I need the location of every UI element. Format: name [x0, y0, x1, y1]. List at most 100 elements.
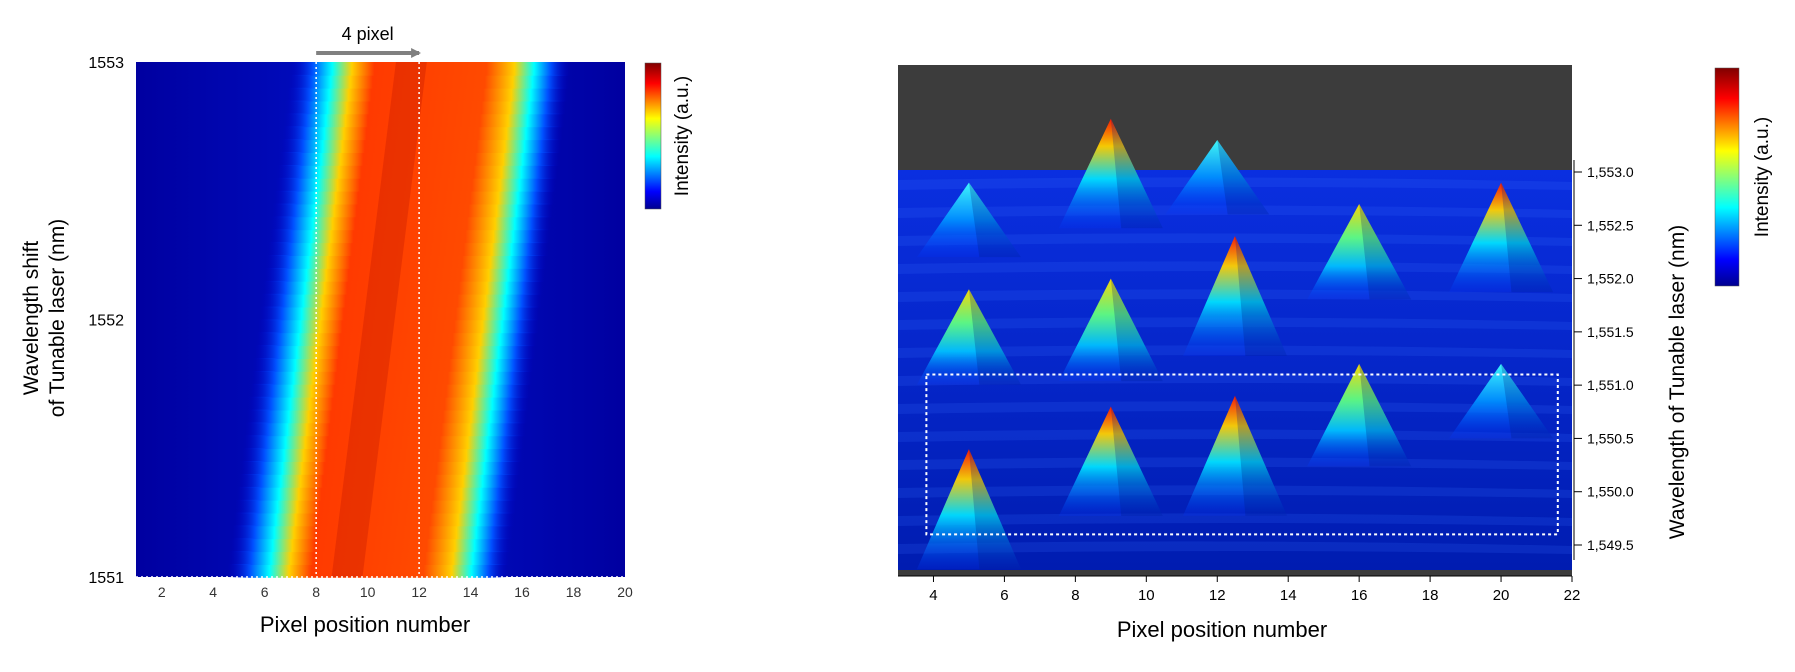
heatmap-band-slice [267, 242, 548, 256]
heatmap-colorbar-scale [644, 62, 662, 210]
heatmap-band-slice [288, 74, 569, 89]
heatmap-band-slice [235, 499, 516, 514]
heatmap-band-slice [259, 306, 540, 321]
pixel-span-annotation: 4 pixel [316, 24, 422, 58]
surface-y-axis-label: Wavelength of Tunable laser (nm) [1666, 225, 1689, 539]
surface-floor-edge [898, 570, 1572, 576]
surface-x-tick-label: 14 [1280, 587, 1297, 604]
surface-peak [1449, 363, 1554, 439]
surface-peak-face [1058, 118, 1163, 229]
surface-x-tick-label: 12 [1209, 587, 1226, 604]
heatmap-band-slice [246, 409, 528, 424]
heatmap-band-slice [250, 383, 531, 398]
heatmap-band-slice [237, 486, 518, 501]
surface-peak-face [1307, 203, 1412, 300]
surface-peak-shade [1501, 363, 1554, 439]
heatmap-x-axis-label: Pixel position number [260, 612, 470, 637]
heatmap-x-tick-label: 2 [158, 584, 166, 600]
heatmap-band-slice [242, 448, 523, 462]
heatmap-band-slice [287, 87, 568, 102]
heatmap-y-tick-label: 1553 [88, 55, 124, 72]
heatmap-x-tick-label: 14 [463, 584, 479, 600]
surface-peak [916, 449, 1021, 570]
surface-colorbar-label: Intensity (a.u.) [1752, 117, 1773, 237]
heatmap-x-ticks: 2 4 6 8 10 12 14 16 18 20 [158, 584, 633, 600]
surface-peak [1058, 406, 1163, 516]
heatmap-band-slice [230, 538, 511, 553]
heatmap-band-slice [285, 100, 566, 115]
pixel-marker-lines [136, 62, 625, 578]
surface-y-tick-label: 1,551.5 [1587, 324, 1634, 340]
surface-peak-face [1449, 363, 1554, 439]
surface-peak-face [1449, 182, 1554, 293]
surface-peak-face [916, 182, 1021, 258]
surface-peak-shade [1110, 118, 1163, 229]
heatmap-band-slice [277, 165, 558, 179]
heatmap-band-slice [256, 332, 537, 347]
surface-x-axis-label: Pixel position number [1117, 617, 1327, 642]
heatmap-band-slice [270, 216, 552, 231]
surface-x-tick-label: 20 [1493, 587, 1510, 604]
heatmap-intensity-band [227, 62, 571, 578]
surface-x-ticks: 4 6 8 10 12 14 16 18 20 22 [898, 575, 1581, 604]
surface-peak [1058, 278, 1163, 382]
heatmap-x-tick-label: 4 [209, 584, 217, 600]
surface-back-wall [898, 65, 1572, 170]
surface-peak-shade [1235, 235, 1287, 356]
surface-peak-shade [1110, 278, 1163, 382]
heatmap-band-slice [269, 229, 550, 244]
surface-x-tick-label: 22 [1564, 587, 1581, 604]
heatmap-band-slice [266, 255, 547, 269]
surface-y-ticks: 1,553.0 1,552.5 1,552.0 1,551.5 1,551.0 1,550… [1573, 160, 1634, 560]
surface-peak-shade [1110, 406, 1163, 516]
surface-peak-face [1165, 140, 1270, 215]
surface-x-tick-label: 4 [929, 587, 937, 604]
surface-x-tick-label: 16 [1351, 587, 1368, 604]
heatmap-band-slice [238, 474, 520, 488]
heatmap-x-tick-label: 8 [312, 584, 320, 600]
heatmap-band-slice [264, 268, 545, 282]
surface-peak-shade [968, 289, 1021, 385]
heatmap-x-tick-label: 16 [514, 584, 530, 600]
surface-peak-face [1183, 395, 1287, 516]
heatmap-band-slice [253, 358, 534, 372]
surface-y-tick-label: 1,553.0 [1587, 164, 1634, 180]
surface-peak [1449, 182, 1554, 293]
surface-peaks [916, 118, 1554, 570]
surface-peak [1307, 203, 1412, 300]
surface-peak-face [1307, 363, 1412, 467]
heatmap-band-slice [258, 319, 539, 334]
heatmap-band-slice [245, 422, 526, 437]
surface-peak [916, 289, 1021, 385]
heatmap-band-slice [227, 564, 508, 578]
heatmap-band-slice [248, 396, 529, 411]
heatmap-band-slice [233, 512, 515, 527]
heatmap-x-tick-label: 18 [566, 584, 582, 600]
heatmap-x-tick-label: 20 [617, 584, 633, 600]
heatmap-band-slice [251, 371, 532, 385]
surface-y-tick-label: 1,552.0 [1587, 271, 1634, 287]
heatmap-band-slice [232, 525, 513, 540]
surface-ridge [898, 513, 1572, 526]
heatmap-band-slice [240, 461, 521, 475]
heatmap-band-slice [280, 139, 561, 153]
heatmap-y-tick-label: 1552 [88, 313, 124, 330]
heatmap-band-slice [272, 203, 553, 218]
heatmap-x-tick-label: 12 [411, 584, 427, 600]
heatmap-colorbar: Intensity (a.u.) [644, 62, 693, 210]
surface-peak-shade [1359, 203, 1412, 300]
surface-peak [1307, 363, 1412, 467]
surface-peak-face [916, 449, 1021, 570]
heatmap-x-tick-label: 10 [360, 584, 376, 600]
surface-peak-face [1183, 235, 1287, 356]
heatmap-y-axis-label-line1: Wavelength shift [20, 241, 43, 396]
surface-peak-shade [1359, 363, 1412, 467]
surface-x-tick-label: 6 [1000, 587, 1008, 604]
surface-ridge [898, 541, 1572, 554]
surface-peak [1183, 395, 1287, 516]
surface-peak-face [916, 289, 1021, 385]
surface-y-tick-label: 1,550.0 [1587, 484, 1634, 500]
heatmap-band-slice [275, 177, 557, 192]
surface-y-tick-label: 1,550.5 [1587, 430, 1634, 446]
